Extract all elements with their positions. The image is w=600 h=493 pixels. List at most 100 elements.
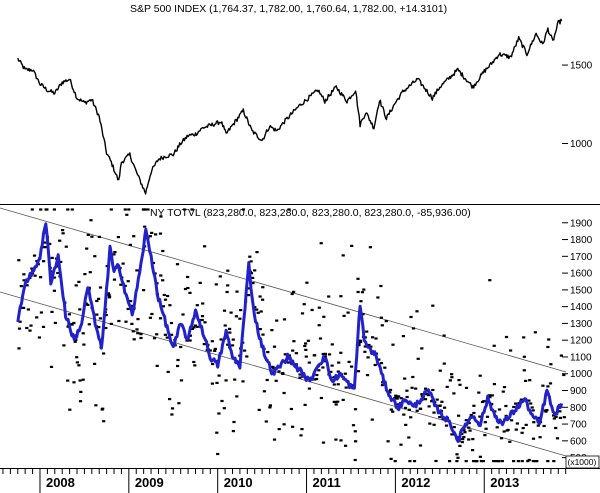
volume-dot [107,296,111,299]
volume-dot [500,460,504,463]
volume-dot [272,367,276,370]
price-tick-label: 1500 [570,61,593,72]
volume-tick-label: 1400 [570,302,593,313]
volume-dot [399,443,403,446]
volume-dot [463,431,467,434]
volume-dot [464,460,468,463]
volume-dot [53,321,57,324]
volume-dot [93,255,97,258]
volume-dot [97,235,101,238]
volume-dot [472,460,476,463]
volume-dot [303,403,307,406]
volume-dot [497,460,501,463]
volume-dot [329,370,333,373]
volume-dot [50,256,54,259]
year-label: 2009 [135,475,164,490]
volume-dot [317,324,321,327]
volume-dot [356,277,360,280]
volume-dot [431,388,435,392]
volume-dot [456,456,460,459]
volume-dot [481,460,485,463]
volume-dot [148,316,152,319]
volume-dot [529,402,533,405]
volume-dot [330,364,334,367]
volume-dot [461,438,465,441]
volume-dot [131,330,135,333]
volume-dot [162,293,166,297]
volume-dot [509,349,513,352]
volume-dot [542,424,546,428]
volume-dot [213,349,217,352]
volume-dot [72,321,76,325]
volume-dot [336,400,340,403]
volume-dot [73,340,77,343]
volume-dot [200,315,205,318]
volume-dot [282,391,286,395]
volume-dot [514,402,518,405]
volume-dot [362,288,366,291]
volume-dot [322,315,326,318]
volume-dot [558,416,562,419]
volume-dot [438,416,442,419]
price-line [17,18,563,195]
volume-dot [168,304,172,307]
volume-dot [562,373,566,377]
volume-dot [405,389,409,392]
volume-dot [388,388,393,391]
volume-dot [201,302,205,305]
volume-dot [292,290,296,293]
volume-dot [341,398,345,401]
volume-dot [397,395,401,398]
volume-dot [123,208,127,211]
volume-dot [28,329,32,332]
units-label: (x1000) [568,457,597,467]
volume-dot [404,423,408,426]
volume-dot [44,246,49,249]
volume-dot [270,329,274,332]
volume-dot [450,376,454,379]
volume-dot [383,366,387,369]
volume-dot [109,208,113,211]
volume-dot [243,349,247,352]
volume-dot [448,460,452,463]
volume-dot [170,413,174,416]
volume-dot [483,434,487,437]
volume-dot [126,280,130,283]
volume-dot [87,323,91,326]
price-panel-title: S&P 500 INDEX (1,764.37, 1,782.00, 1,760… [130,3,447,15]
volume-dot [282,318,287,321]
volume-dot [310,308,314,312]
volume-dot [33,274,37,277]
volume-dot [35,316,39,319]
volume-dot [215,431,219,434]
volume-dot [112,278,117,281]
volume-dot [339,351,343,354]
volume-dot [298,373,302,376]
volume-dot [552,414,556,417]
volume-dot [475,460,479,463]
volume-dot [289,407,293,411]
volume-dot [183,208,187,211]
volume-tick-label: 1300 [570,319,593,330]
volume-dot [524,379,528,382]
volume-dot [462,429,466,432]
volume-dot [434,459,438,463]
year-label: 2010 [224,475,253,490]
volume-dot [142,289,146,292]
volume-dot [533,331,537,334]
volume-dot [179,345,183,349]
volume-dot [330,343,334,346]
volume-dot [343,372,347,375]
volume-dot [158,317,163,320]
volume-dot [238,317,242,320]
volume-dot [150,231,154,234]
volume-dot [165,336,169,339]
volume-dot [531,409,535,412]
volume-dot [321,366,325,369]
volume-dot [353,430,357,433]
volume-dot [163,333,167,336]
volume-dot [389,457,393,460]
volume-dot [22,273,26,276]
volume-dot [116,236,120,239]
volume-dot [41,325,46,328]
